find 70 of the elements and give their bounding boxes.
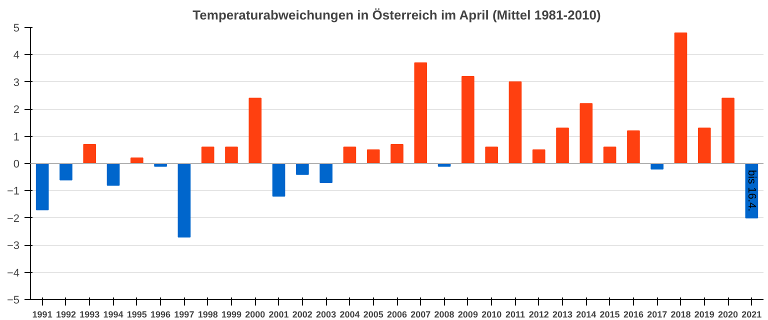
y-tick-label: −2: [6, 212, 20, 225]
x-tick-label: 2007: [410, 310, 431, 320]
bar: [485, 146, 498, 164]
x-tick-label: 2015: [600, 310, 620, 320]
bar: [320, 163, 332, 184]
chart-title: Temperaturabweichungen in Österreich im April (Mittel 1981-2010): [192, 8, 601, 22]
bar: [225, 146, 238, 164]
x-tick-label: 2004: [340, 310, 360, 320]
x-tick-label: 1999: [221, 310, 242, 320]
bar: [390, 144, 404, 164]
x-tick-label: 2003: [316, 310, 336, 320]
x-tick-label: 2020: [718, 310, 738, 320]
x-tick-label: 2002: [292, 310, 312, 320]
y-tick-label: 1: [13, 131, 20, 144]
x-tick-label: 2012: [528, 310, 549, 320]
bar: [532, 149, 546, 164]
bar: [343, 146, 356, 164]
x-tick-label: 1995: [126, 310, 147, 320]
x-tick-label: 2006: [386, 310, 408, 320]
bar: [603, 146, 616, 164]
bar: [83, 144, 96, 164]
x-tick-label: 2017: [647, 310, 668, 320]
annotation: bis 16.4.: [746, 170, 758, 212]
x-tick-label: 1998: [198, 310, 218, 320]
bar: [508, 81, 522, 164]
bar: [248, 98, 262, 164]
x-tick-label: 1996: [150, 310, 171, 320]
x-tick-label: 2009: [458, 310, 478, 320]
y-tick-label: −4: [6, 267, 20, 280]
bar: [36, 163, 49, 210]
x-tick-label: 1991: [32, 310, 52, 320]
bar: [580, 103, 593, 164]
bar: [178, 163, 191, 238]
bar: [556, 128, 569, 164]
bar: [698, 128, 711, 164]
x-tick-label: 2000: [245, 310, 266, 320]
x-tick-label: 2011: [505, 310, 525, 320]
bar: [106, 163, 120, 186]
x-tick-label: 2010: [482, 310, 502, 320]
y-tick-label: −1: [6, 186, 20, 198]
x-tick-label: 1997: [174, 310, 194, 320]
bar: [462, 76, 474, 164]
x-tick-label: 2014: [576, 310, 596, 320]
x-tick-label: 2019: [694, 310, 714, 320]
y-tick-label: 3: [13, 76, 20, 89]
y-tick-label: 0: [13, 158, 20, 170]
x-tick-label: 1993: [80, 310, 100, 320]
x-tick-label: 2021: [742, 310, 762, 320]
bar: [627, 130, 640, 164]
bar: [414, 62, 428, 164]
y-tick-label: 2: [13, 104, 20, 116]
bar: [60, 163, 72, 180]
x-tick-label: 1994: [103, 310, 124, 320]
x-tick-label: 1992: [56, 310, 76, 320]
y-tick-label: −5: [6, 294, 20, 306]
x-tick-label: 2018: [670, 310, 691, 320]
bar: [366, 149, 380, 164]
bar: [272, 163, 286, 197]
y-tick-label: 5: [13, 22, 20, 34]
x-tick-label: 2016: [623, 310, 644, 320]
x-tick-label: 2013: [552, 310, 573, 320]
bar: [722, 98, 734, 164]
bar: [296, 163, 309, 175]
x-tick-label: 2001: [268, 310, 289, 320]
x-tick-label: 2008: [434, 310, 454, 320]
y-tick-label: −3: [6, 240, 20, 252]
x-tick-label: 2005: [363, 310, 384, 320]
bar: [674, 32, 688, 164]
y-tick-label: 4: [13, 50, 20, 62]
bar: [201, 146, 214, 164]
